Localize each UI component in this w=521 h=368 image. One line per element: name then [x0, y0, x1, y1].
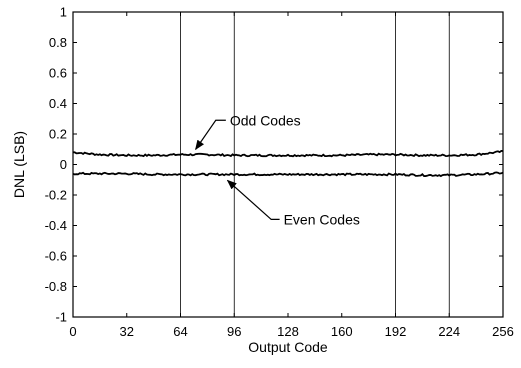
y-tick-label: 0.6: [49, 66, 67, 81]
plot-area-frame: [72, 11, 504, 318]
annotations: Odd Codes Even Codes: [195, 112, 360, 227]
data-series: [72, 149, 504, 178]
y-tick-label: 1: [60, 5, 67, 20]
x-tick-label: 224: [438, 324, 460, 339]
x-axis-title: Output Code: [248, 339, 328, 355]
odd-codes-label: Odd Codes: [230, 112, 301, 128]
y-axis-title: DNL (LSB): [11, 131, 27, 198]
y-tick-label: 0.8: [49, 35, 67, 50]
x-tick-label: 192: [385, 324, 407, 339]
series-line-even-codes: [72, 171, 504, 178]
x-tick-label: 32: [120, 324, 134, 339]
grid-lines: [180, 12, 450, 317]
y-tick-label: -0.6: [45, 249, 67, 264]
y-tick-label: 0.2: [49, 127, 67, 142]
y-tick-label: -0.8: [45, 279, 67, 294]
axis-ticks: 10.80.60.40.20-0.2-0.4-0.6-0.8-10 32 64 96 1…: [45, 5, 514, 340]
even-codes-label: Even Codes: [284, 211, 360, 227]
x-tick-label: 64: [173, 324, 187, 339]
x-tick-label: 96: [227, 324, 241, 339]
x-tick-label: 256: [492, 324, 514, 339]
odd-codes-arrow: [195, 119, 226, 151]
y-tick-label: 0: [60, 157, 67, 172]
even-codes-arrow: [226, 179, 280, 220]
series-line-odd-codes: [72, 149, 504, 158]
y-tick-label: 0.4: [49, 96, 67, 111]
y-tick-label: -0.2: [45, 188, 67, 203]
x-tick-label: 160: [331, 324, 353, 339]
y-tick-label: -1: [55, 310, 67, 325]
x-tick-label: 128: [277, 324, 299, 339]
y-tick-label: -0.4: [45, 218, 67, 233]
x-tick-label: 0: [69, 324, 76, 339]
